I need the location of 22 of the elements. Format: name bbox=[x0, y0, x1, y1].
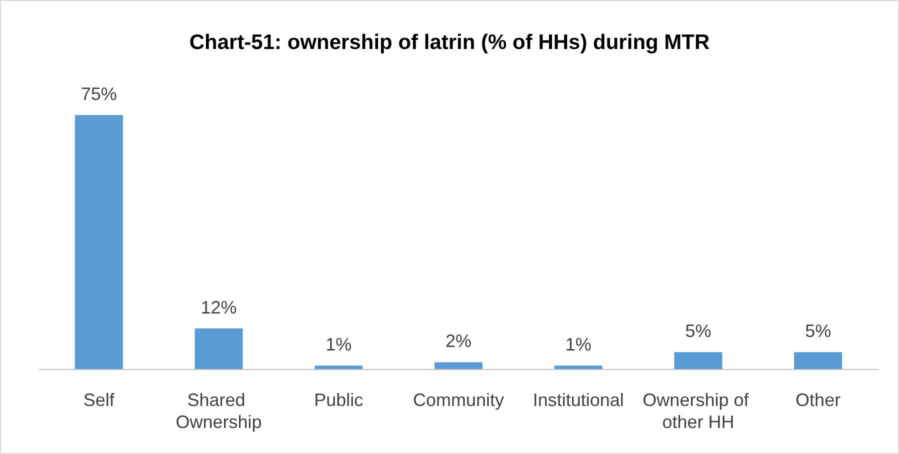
data-label: 12% bbox=[200, 297, 237, 318]
data-label: 75% bbox=[80, 84, 117, 104]
data-label: 5% bbox=[685, 321, 712, 342]
bar bbox=[194, 328, 243, 369]
bar bbox=[74, 114, 123, 369]
data-label: 1% bbox=[565, 334, 592, 355]
data-label: 5% bbox=[805, 321, 832, 342]
bar bbox=[314, 366, 363, 369]
data-label: 2% bbox=[445, 331, 472, 352]
chart-title: Chart-51: ownership of latrin (% of HHs) during MTR bbox=[189, 31, 710, 54]
bar bbox=[434, 362, 482, 369]
x-tick-label: Self bbox=[83, 390, 116, 410]
x-tick-label: Shared Ownership bbox=[176, 390, 262, 432]
x-tick-label: Ownership of other HH bbox=[642, 390, 754, 432]
x-tick-label: Public bbox=[314, 390, 364, 410]
data-label: 1% bbox=[326, 334, 352, 355]
bar bbox=[794, 352, 842, 369]
x-tick-label: Institutional bbox=[532, 390, 624, 410]
x-tick-label: Community bbox=[412, 390, 504, 410]
x-tick-label: Other bbox=[796, 390, 841, 410]
bar bbox=[554, 366, 602, 369]
bar bbox=[674, 352, 722, 369]
